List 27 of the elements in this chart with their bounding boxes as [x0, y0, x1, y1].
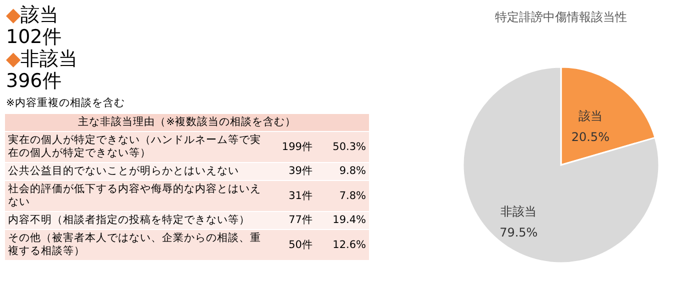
data-label: 77件	[266, 212, 316, 230]
data-label: 50.3%	[316, 132, 369, 162]
data-label: 199件	[266, 132, 316, 162]
chart-title: 特定誹謗中傷情報該当性	[495, 10, 627, 24]
category-label: 実在の個人が特定できない（ハンドルネーム等で実在の個人が特定できない等）	[5, 132, 266, 162]
data-label: 50件	[266, 230, 316, 260]
data-label: 79.5%	[500, 225, 538, 240]
text: ※内容重複の相談を含む	[6, 96, 125, 110]
text: 396件	[6, 70, 62, 92]
data-label: 31件	[266, 180, 316, 212]
data-label: 12.6%	[316, 230, 369, 260]
text: 主な非該当理由（※複数該当の相談を含む）	[5, 114, 369, 132]
data-label: 19.4%	[316, 212, 369, 230]
data-label: 9.8%	[316, 162, 369, 180]
category-label: 社会的評価が低下する内容や侮辱的な内容とはいえない	[5, 180, 266, 212]
category-label: その他（被害者本人ではない、企業からの相談、重複する相談等）	[5, 230, 266, 260]
data-label: 7.8%	[316, 180, 369, 212]
text: ◆該当	[6, 4, 59, 26]
category-label: 内容不明（相談者指定の投稿を特定できない等）	[5, 212, 266, 230]
data-label: 39件	[266, 162, 316, 180]
text: ◆非該当	[6, 48, 78, 70]
slice-label: 非該当	[500, 204, 537, 218]
category-label: 公共公益目的でないことが明らかとはいえない	[5, 162, 266, 180]
data-label: 20.5%	[571, 130, 610, 144]
pie-slice	[462, 66, 660, 264]
slice-label: 該当	[578, 108, 602, 123]
text: 102件	[6, 26, 62, 48]
